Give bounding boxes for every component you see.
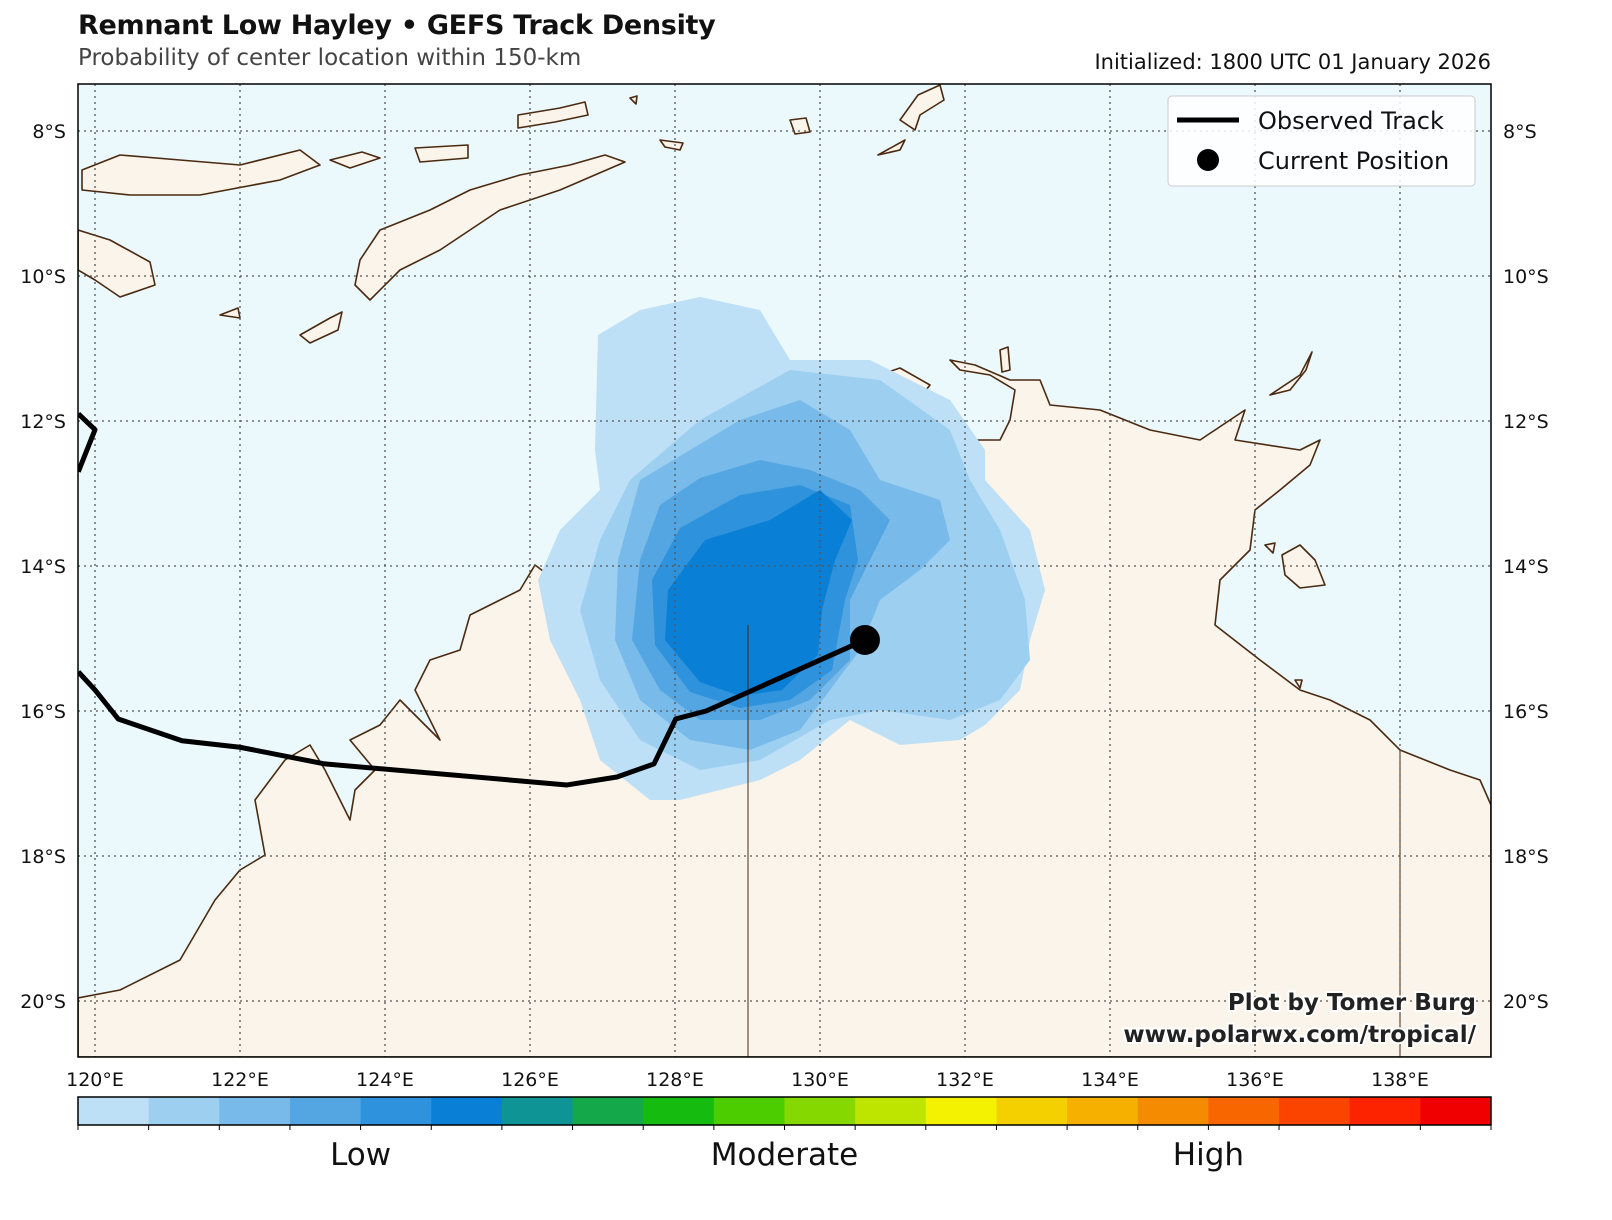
colorbar-cell <box>219 1097 291 1125</box>
lon-tick-label: 134°E <box>1081 1069 1139 1091</box>
colorbar-cell <box>996 1097 1068 1125</box>
colorbar-cell <box>784 1097 856 1125</box>
watermark-author: Plot by Tomer Burg <box>1228 990 1476 1016</box>
wetar-island <box>414 144 469 163</box>
colorbar-cell <box>713 1097 785 1125</box>
lon-tick-label: 130°E <box>791 1069 849 1091</box>
track-line <box>78 411 98 473</box>
legend-position-swatch <box>1197 149 1219 171</box>
observed-track <box>78 411 880 788</box>
initialized-time: Initialized: 1800 UTC 01 January 2026 <box>1094 50 1491 74</box>
lon-tick-label: 124°E <box>356 1069 414 1091</box>
colorbar-cell <box>1208 1097 1280 1125</box>
colorbar-cell <box>925 1097 997 1125</box>
colorbar-cell <box>1067 1097 1139 1125</box>
chart-title: Remnant Low Hayley • GEFS Track Density <box>78 10 716 41</box>
lat-tick-label-left: 14°S <box>20 556 66 578</box>
croker-island <box>1269 351 1313 396</box>
lat-tick-label-left: 8°S <box>32 121 66 143</box>
colorbar-label-high: High <box>1173 1137 1244 1173</box>
legend: Observed Track Current Position <box>1167 95 1476 187</box>
colorbar-cell <box>501 1097 574 1125</box>
lon-tick-label: 136°E <box>1226 1069 1284 1091</box>
colorbar-cell <box>78 1097 150 1125</box>
flores-island <box>81 149 321 196</box>
small-island <box>517 101 589 129</box>
legend-observed-track: Observed Track <box>1258 107 1444 135</box>
small-island <box>789 117 811 135</box>
gridlines <box>78 84 1491 1057</box>
lat-tick-label-right: 14°S <box>1503 556 1549 578</box>
small-island <box>999 346 1011 373</box>
track-line <box>78 637 866 788</box>
legend-current-position: Current Position <box>1258 147 1449 175</box>
sumba-island <box>78 229 156 298</box>
map-area <box>78 84 1491 1057</box>
small-island <box>877 139 906 156</box>
lon-tick-label: 132°E <box>936 1069 994 1091</box>
colorbar-cell <box>289 1097 362 1125</box>
legend-box <box>1167 95 1476 187</box>
lon-tick-label: 128°E <box>646 1069 704 1091</box>
chart-subtitle: Probability of center location within 15… <box>78 45 582 71</box>
savu-island <box>219 307 241 319</box>
lat-tick-label-left: 12°S <box>20 411 66 433</box>
lon-tick-label: 120°E <box>66 1069 124 1091</box>
rote-island <box>299 311 343 344</box>
small-island <box>899 84 945 131</box>
density-level-6 <box>665 490 852 696</box>
small-island <box>1264 542 1276 554</box>
lat-tick-label-right: 18°S <box>1503 846 1549 868</box>
colorbar-cell <box>431 1097 503 1125</box>
colorbar-frame <box>77 1096 1492 1126</box>
small-island <box>1294 679 1303 689</box>
colorbar-label-moderate: Moderate <box>711 1137 858 1173</box>
colorbar-cell <box>643 1097 715 1125</box>
lat-tick-label-right: 10°S <box>1503 266 1549 288</box>
lat-tick-label-left: 20°S <box>20 991 66 1013</box>
colorbar-cell <box>1279 1097 1351 1125</box>
lat-tick-label-right: 12°S <box>1503 411 1549 433</box>
current-position-marker <box>849 624 880 655</box>
colorbar-label-low: Low <box>330 1137 391 1173</box>
lon-tick-label: 138°E <box>1371 1069 1429 1091</box>
small-island <box>659 139 684 151</box>
timor-island <box>354 154 626 301</box>
map-frame <box>77 83 1492 1058</box>
colorbar-cell <box>1349 1097 1421 1125</box>
colorbar: Low Moderate High <box>77 1096 1492 1173</box>
colorbar-cell <box>360 1097 432 1125</box>
axis-tick-labels: 120°E 122°E 124°E 126°E 128°E 130°E 132°E 134°E… <box>20 121 1549 1091</box>
lon-tick-label: 122°E <box>211 1069 269 1091</box>
alor-island <box>329 151 381 169</box>
lat-tick-label-right: 20°S <box>1503 991 1549 1013</box>
colorbar-cell <box>572 1097 644 1125</box>
lat-tick-label-left: 16°S <box>20 701 66 723</box>
lat-tick-label-right: 8°S <box>1503 121 1537 143</box>
track-density-contours <box>538 297 1045 800</box>
lat-tick-label-right: 16°S <box>1503 701 1549 723</box>
lon-tick-label: 126°E <box>501 1069 559 1091</box>
colorbar-cell <box>855 1097 927 1125</box>
colorbar-cell <box>148 1097 220 1125</box>
lat-tick-label-left: 18°S <box>20 846 66 868</box>
watermark-url: www.polarwx.com/tropical/ <box>1123 1022 1476 1048</box>
small-island <box>629 95 638 105</box>
lat-tick-label-left: 10°S <box>20 266 66 288</box>
colorbar-cell <box>1420 1097 1492 1125</box>
colorbar-cell <box>1137 1097 1209 1125</box>
